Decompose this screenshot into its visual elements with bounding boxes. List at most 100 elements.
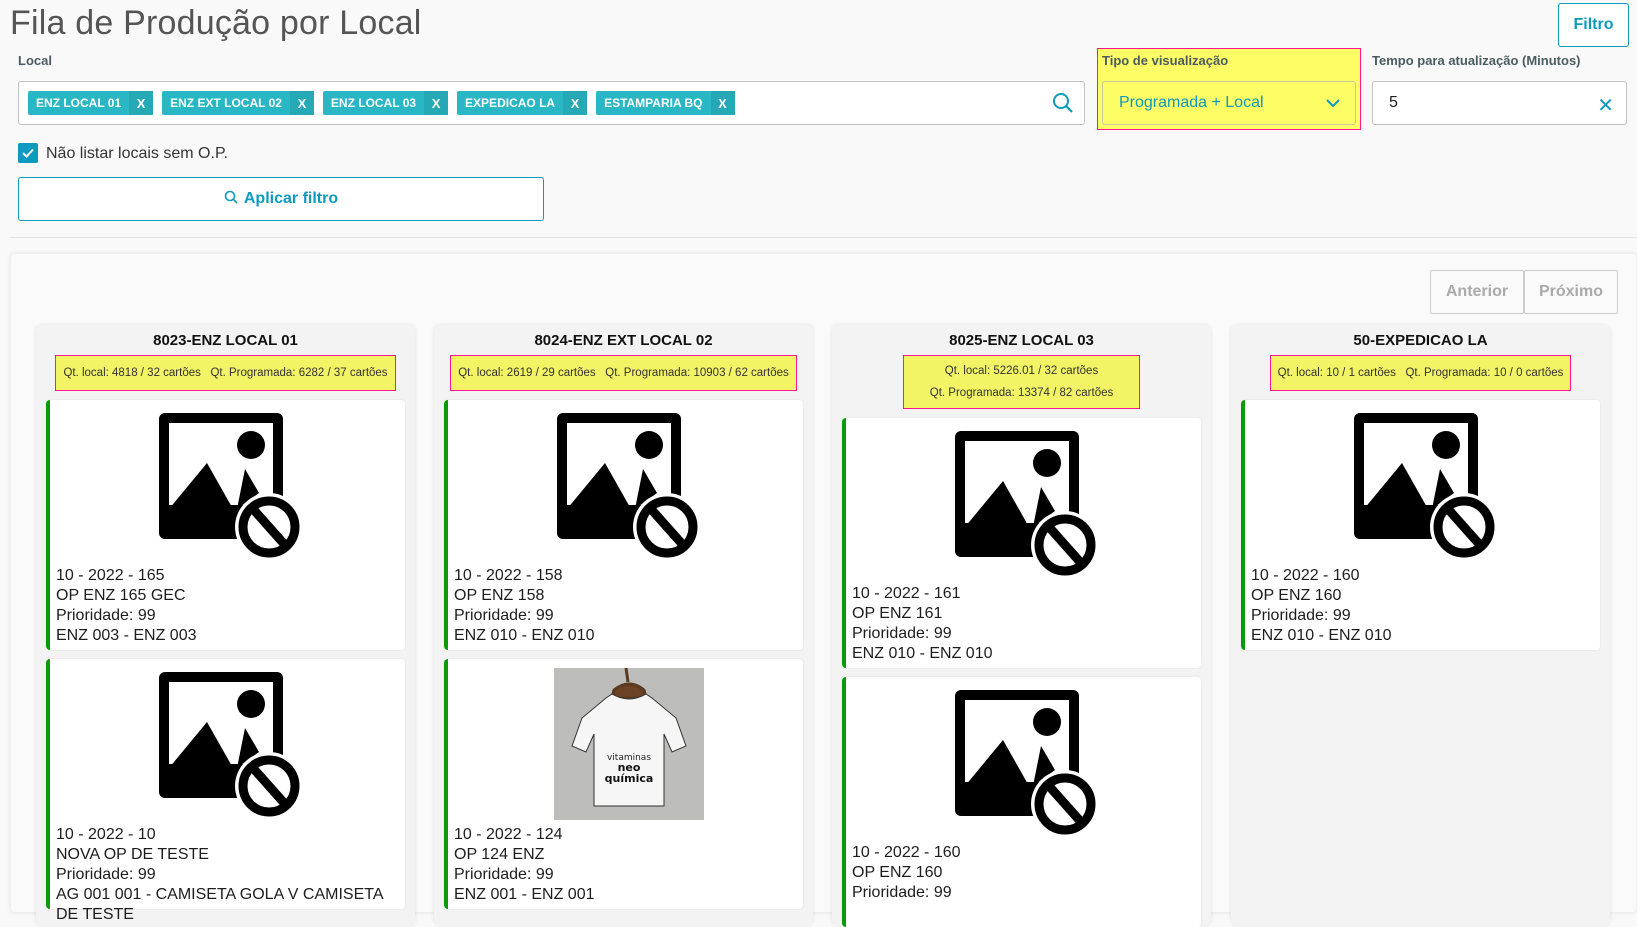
card-line: Prioridade: 99	[56, 866, 156, 883]
card-line: 10 - 2022 - 10	[56, 826, 156, 843]
no-image-icon	[852, 686, 1201, 838]
card-line: Prioridade: 99	[1251, 607, 1351, 624]
column-stats: Qt. local: 2619 / 29 cartões Qt. Program…	[450, 355, 797, 391]
production-order-card[interactable]: vitaminas neo química 10 - 2022 - 124 OP 124…	[444, 659, 803, 909]
production-order-card[interactable]: 10 - 2022 - 158 OP ENZ 158 Prioridade: 99 E…	[444, 400, 803, 650]
tag-label: ENZ EXT LOCAL 02	[170, 96, 282, 110]
card-line: DE TESTE	[56, 906, 134, 923]
card-line: Prioridade: 99	[454, 607, 554, 624]
card-line: NOVA OP DE TESTE	[56, 846, 209, 863]
stats-programada: Qt. Programada: 13374 / 82 cartões	[929, 387, 1114, 399]
tag-remove-icon[interactable]: X	[289, 91, 314, 115]
no-image-icon	[852, 427, 1201, 579]
card-line: OP ENZ 165 GEC	[56, 587, 186, 604]
card-line: 10 - 2022 - 124	[454, 826, 563, 843]
stats-programada: Qt. Programada: 10903 / 62 cartões	[605, 367, 789, 379]
stats-programada: Qt. Programada: 10 / 0 cartões	[1405, 367, 1564, 379]
tag-label: ENZ LOCAL 01	[36, 96, 122, 110]
card-line: Prioridade: 99	[56, 607, 156, 624]
tag-label: EXPEDICAO LA	[465, 96, 556, 110]
filter-button[interactable]: Filtro	[1558, 3, 1629, 47]
no-image-icon	[56, 668, 405, 820]
local-tag: ENZ LOCAL 01 X	[28, 91, 154, 115]
tag-label: ESTAMPARIA BQ	[604, 96, 703, 110]
svg-text:neo: neo	[617, 761, 640, 774]
local-multiselect[interactable]: ENZ LOCAL 01 X ENZ EXT LOCAL 02 X ENZ LOCAL …	[18, 81, 1085, 125]
card-line: OP 124 ENZ	[454, 846, 545, 863]
refresh-value: 5	[1389, 94, 1398, 111]
card-line: Prioridade: 99	[852, 625, 952, 642]
card-line: Prioridade: 99	[454, 866, 554, 883]
column-title: 8023-ENZ LOCAL 01	[153, 332, 298, 349]
card-line: 10 - 2022 - 161	[852, 585, 961, 602]
production-order-card[interactable]: 10 - 2022 - 10 NOVA OP DE TESTE Prioridade…	[46, 659, 405, 923]
divider	[10, 237, 1637, 238]
local-column: 50-EXPEDICAO LA Qt. local: 10 / 1 cartões…	[1231, 325, 1610, 925]
local-tag: ENZ EXT LOCAL 02 X	[162, 91, 314, 115]
stats-local: Qt. local: 10 / 1 cartões	[1277, 367, 1396, 379]
view-type-highlight	[1097, 48, 1361, 130]
card-line: ENZ 010 - ENZ 010	[852, 645, 993, 662]
no-image-icon	[1251, 409, 1600, 561]
previous-button[interactable]: Anterior	[1430, 270, 1524, 314]
card-line: 10 - 2022 - 160	[1251, 567, 1360, 584]
refresh-label: Tempo para atualização (Minutos)	[1372, 53, 1581, 68]
hide-empty-checkbox[interactable]	[18, 143, 38, 163]
card-line: OP ENZ 158	[454, 587, 545, 604]
production-order-card[interactable]: 10 - 2022 - 160 OP ENZ 160 Prioridade: 99 E…	[1241, 400, 1600, 650]
local-column: 8024-ENZ EXT LOCAL 02 Qt. local: 2619 / 2…	[434, 325, 813, 925]
column-stats: Qt. local: 4818 / 32 cartões Qt. Program…	[55, 355, 396, 391]
production-order-card[interactable]: 10 - 2022 - 165 OP ENZ 165 GEC Prioridade:…	[46, 400, 405, 650]
card-line: 10 - 2022 - 165	[56, 567, 165, 584]
search-icon	[224, 190, 238, 209]
no-image-icon	[454, 409, 803, 561]
local-label: Local	[18, 53, 52, 68]
svg-text:química: química	[604, 772, 653, 785]
stats-local: Qt. local: 4818 / 32 cartões	[63, 367, 201, 379]
tag-remove-icon[interactable]: X	[563, 91, 588, 115]
product-image: vitaminas neo química	[454, 668, 803, 820]
refresh-input[interactable]: 5 ✕	[1372, 81, 1627, 125]
stats-programada: Qt. Programada: 6282 / 37 cartões	[210, 367, 388, 379]
tag-remove-icon[interactable]: X	[129, 91, 154, 115]
view-type-select[interactable]: Programada + Local	[1102, 81, 1356, 125]
column-title: 8025-ENZ LOCAL 03	[949, 332, 1094, 349]
local-tag: ESTAMPARIA BQ X	[596, 91, 735, 115]
card-line: OP ENZ 161	[852, 605, 943, 622]
tag-label: ENZ LOCAL 03	[330, 96, 417, 110]
card-line: AG 001 001 - CAMISETA GOLA V CAMISETA	[56, 886, 384, 903]
column-stats: Qt. local: 10 / 1 cartões Qt. Programada…	[1269, 355, 1572, 391]
card-line: ENZ 010 - ENZ 010	[454, 627, 595, 644]
card-line: Prioridade: 99	[852, 884, 952, 901]
tag-remove-icon[interactable]: X	[424, 91, 449, 115]
card-line: ENZ 010 - ENZ 010	[1251, 627, 1392, 644]
stats-local: Qt. local: 2619 / 29 cartões	[458, 367, 596, 379]
search-icon[interactable]	[1052, 92, 1074, 119]
tag-remove-icon[interactable]: X	[710, 91, 735, 115]
next-button[interactable]: Próximo	[1524, 270, 1618, 314]
local-column: 8023-ENZ LOCAL 01 Qt. local: 4818 / 32 ca…	[36, 325, 415, 925]
stats-local: Qt. local: 5226.01 / 32 cartões	[944, 365, 1099, 377]
no-image-icon	[56, 409, 405, 561]
hide-empty-label: Não listar locais sem O.P.	[46, 145, 228, 162]
card-line: 10 - 2022 - 158	[454, 567, 563, 584]
card-line: OP ENZ 160	[852, 864, 943, 881]
card-line: OP ENZ 160	[1251, 587, 1342, 604]
svg-text:vitaminas: vitaminas	[606, 753, 650, 763]
card-line: ENZ 003 - ENZ 003	[56, 627, 197, 644]
column-title: 8024-ENZ EXT LOCAL 02	[534, 332, 713, 349]
production-order-card[interactable]: 10 - 2022 - 160 OP ENZ 160 Prioridade: 99	[842, 677, 1201, 927]
column-stats: Qt. local: 5226.01 / 32 cartões Qt. Progr…	[902, 355, 1141, 409]
apply-filter-button[interactable]: Aplicar filtro	[18, 177, 544, 221]
view-type-label: Tipo de visualização	[1102, 53, 1229, 68]
column-title: 50-EXPEDICAO LA	[1353, 332, 1488, 349]
local-tag: ENZ LOCAL 03 X	[322, 91, 449, 115]
card-line: 10 - 2022 - 160	[852, 844, 961, 861]
clear-icon[interactable]: ✕	[1597, 95, 1614, 117]
chevron-down-icon	[1325, 96, 1341, 115]
local-column: 8025-ENZ LOCAL 03 Qt. local: 5226.01 / 32…	[832, 325, 1211, 927]
apply-filter-label: Aplicar filtro	[243, 190, 339, 207]
production-order-card[interactable]: 10 - 2022 - 161 OP ENZ 161 Prioridade: 99 E…	[842, 418, 1201, 668]
card-line: ENZ 001 - ENZ 001	[454, 886, 595, 903]
page-title: Fila de Produção por Local	[10, 4, 422, 42]
